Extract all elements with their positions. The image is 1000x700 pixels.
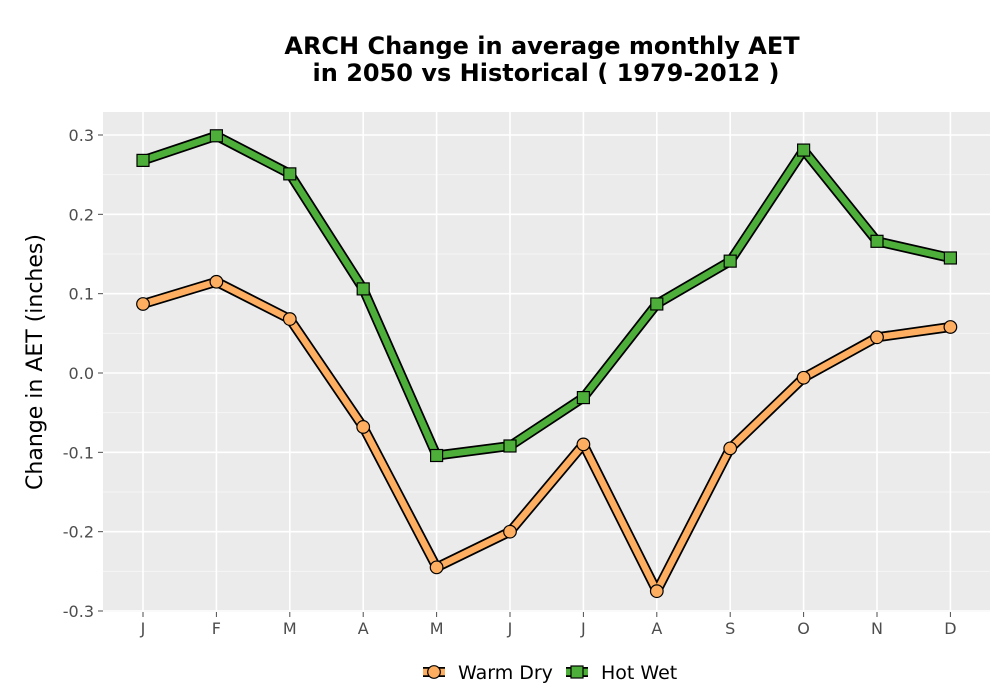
data-point-circle (503, 524, 517, 539)
chart-title-line1: ARCH Change in average monthly AET (284, 32, 800, 60)
data-point-circle (649, 584, 664, 599)
y-axis-label: Change in AET (inches) (23, 234, 48, 490)
x-tick-label: F (212, 619, 221, 638)
data-point-square (503, 439, 517, 453)
x-tick-label: J (507, 619, 513, 638)
data-point-square (430, 448, 444, 463)
series-layer (136, 129, 958, 599)
y-tick-label: 0.1 (69, 285, 94, 304)
data-point-circle (943, 320, 958, 334)
data-point-circle (136, 297, 150, 311)
data-point-square (576, 390, 591, 405)
data-point-circle (429, 560, 444, 575)
data-point-square (943, 251, 958, 265)
x-tick-label: A (651, 619, 662, 638)
y-tick-label: 0.3 (69, 126, 94, 145)
data-point-circle (356, 420, 371, 434)
series-line (139, 278, 954, 595)
data-point-square (870, 234, 884, 248)
x-tick-label: O (797, 619, 810, 638)
x-tick-label: N (871, 619, 883, 638)
legend: Warm Dry Hot Wet (423, 662, 677, 684)
x-tick-label: A (358, 619, 369, 638)
data-point-circle (209, 274, 224, 289)
plot-panel (103, 112, 990, 612)
legend-label: Warm Dry (458, 662, 553, 684)
data-point-square (650, 297, 664, 311)
chart-title-line2: in 2050 vs Historical ( 1979-2012 ) (313, 59, 780, 87)
y-axis-ticks: -0.3 -0.2 -0.1 0.0 0.1 0.2 0.3 (63, 126, 103, 621)
legend-marker-square (570, 665, 584, 679)
data-point-circle (576, 437, 591, 452)
y-tick-label: -0.2 (63, 523, 94, 542)
y-tick-label: -0.3 (63, 602, 94, 621)
series-line (139, 132, 954, 459)
data-point-circle (282, 312, 297, 326)
legend-marker-circle (427, 665, 441, 679)
data-point-circle (796, 370, 811, 385)
data-point-circle (723, 441, 738, 456)
x-tick-label: M (430, 619, 444, 638)
x-tick-label: D (944, 619, 956, 638)
x-tick-label: J (580, 619, 586, 638)
data-point-square (723, 254, 737, 268)
data-point-square (283, 167, 297, 181)
y-tick-label: -0.1 (63, 443, 94, 462)
data-point-square (209, 129, 223, 143)
data-point-circle (870, 330, 884, 345)
data-point-square (356, 282, 370, 296)
data-point-square (796, 143, 811, 157)
legend-label: Hot Wet (601, 662, 677, 684)
x-tick-label: M (283, 619, 297, 638)
data-point-square (136, 153, 150, 167)
x-tick-label: J (140, 619, 146, 638)
x-tick-label: S (725, 619, 735, 638)
y-tick-label: 0.2 (69, 205, 94, 224)
y-tick-label: 0.0 (69, 364, 94, 383)
